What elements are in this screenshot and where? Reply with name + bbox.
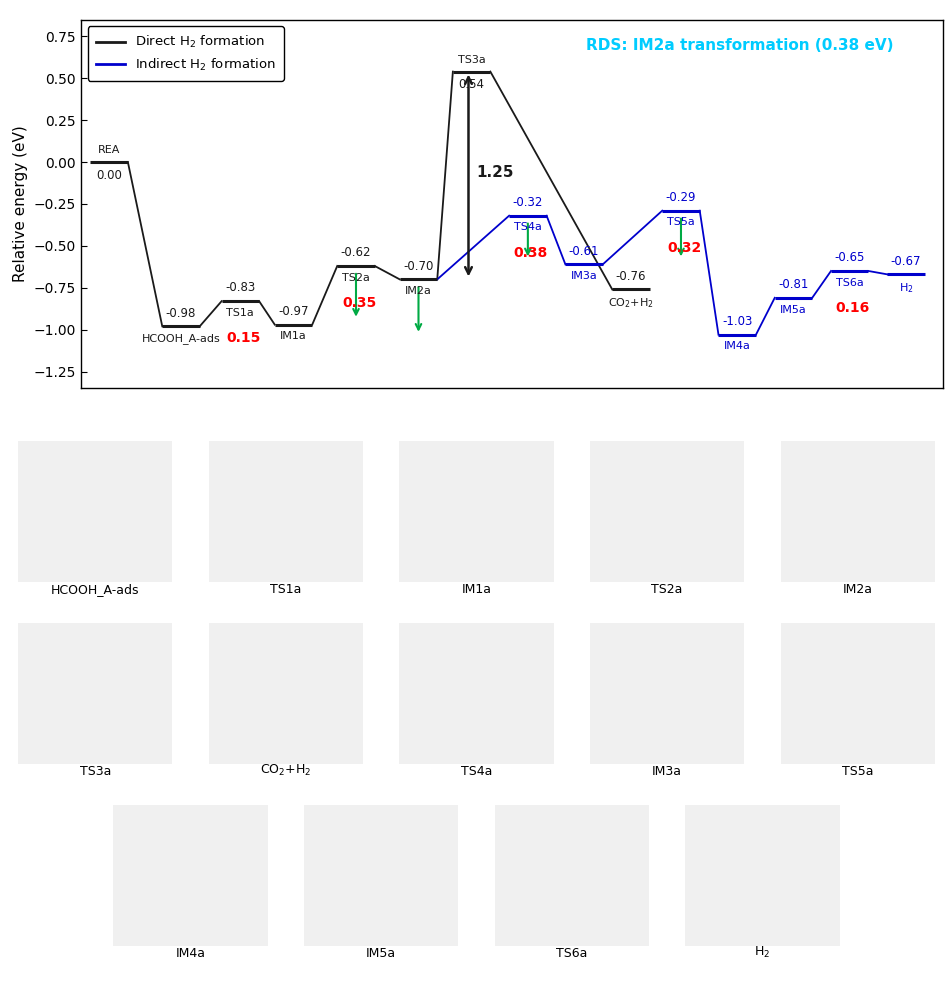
Text: TS4a: TS4a <box>513 222 542 232</box>
FancyBboxPatch shape <box>589 623 744 765</box>
Text: -0.61: -0.61 <box>568 245 599 258</box>
Text: -0.32: -0.32 <box>512 196 543 209</box>
Text: CO$_2$+H$_2$: CO$_2$+H$_2$ <box>260 763 311 779</box>
Text: TS1a: TS1a <box>270 583 301 596</box>
Text: IM4a: IM4a <box>175 947 206 959</box>
FancyBboxPatch shape <box>18 441 172 582</box>
Text: 1.25: 1.25 <box>475 164 513 180</box>
Text: -0.65: -0.65 <box>834 252 864 264</box>
Text: -0.83: -0.83 <box>225 281 255 295</box>
FancyBboxPatch shape <box>399 441 553 582</box>
Text: H$_2$: H$_2$ <box>754 945 769 959</box>
Text: 0.00: 0.00 <box>96 169 122 182</box>
Text: TS3a: TS3a <box>80 765 110 779</box>
Text: IM5a: IM5a <box>366 947 396 959</box>
Text: 0.35: 0.35 <box>342 296 376 310</box>
Text: TS6a: TS6a <box>556 947 586 959</box>
Text: -0.62: -0.62 <box>341 247 371 260</box>
Text: HCOOH_A-ads: HCOOH_A-ads <box>142 333 220 344</box>
Text: 0.32: 0.32 <box>666 241 701 255</box>
Text: 0.15: 0.15 <box>226 331 261 345</box>
FancyBboxPatch shape <box>208 623 363 765</box>
Text: CO$_2$+H$_2$: CO$_2$+H$_2$ <box>607 296 653 310</box>
Text: TS2a: TS2a <box>342 272 369 283</box>
Text: IM1a: IM1a <box>280 331 307 341</box>
FancyBboxPatch shape <box>304 805 458 946</box>
Text: IM1a: IM1a <box>461 583 491 596</box>
Legend: Direct H$_2$ formation, Indirect H$_2$ formation: Direct H$_2$ formation, Indirect H$_2$ f… <box>88 27 284 81</box>
Text: -0.97: -0.97 <box>278 305 308 318</box>
Text: IM2a: IM2a <box>405 286 431 296</box>
Text: IM4a: IM4a <box>723 341 750 351</box>
Text: HCOOH_A-ads: HCOOH_A-ads <box>51 583 139 596</box>
Text: -1.03: -1.03 <box>722 315 752 328</box>
Text: TS2a: TS2a <box>651 583 682 596</box>
Text: TS6a: TS6a <box>835 277 863 288</box>
FancyBboxPatch shape <box>494 805 648 946</box>
FancyBboxPatch shape <box>208 441 363 582</box>
Text: REA: REA <box>98 145 120 155</box>
Text: 0.54: 0.54 <box>458 79 485 91</box>
Text: IM5a: IM5a <box>780 305 806 315</box>
Text: -0.29: -0.29 <box>665 191 696 203</box>
Text: 0.16: 0.16 <box>835 301 869 316</box>
FancyBboxPatch shape <box>18 623 172 765</box>
Text: H$_2$: H$_2$ <box>898 281 912 295</box>
Text: IM3a: IM3a <box>651 765 682 779</box>
Text: -0.76: -0.76 <box>615 269 645 283</box>
Text: TS4a: TS4a <box>461 765 491 779</box>
Text: TS3a: TS3a <box>457 55 485 65</box>
Y-axis label: Relative energy (eV): Relative energy (eV) <box>13 126 29 282</box>
Text: TS5a: TS5a <box>841 765 873 779</box>
Text: IM3a: IM3a <box>570 271 597 281</box>
Text: IM2a: IM2a <box>842 583 872 596</box>
FancyBboxPatch shape <box>780 623 934 765</box>
FancyBboxPatch shape <box>113 805 268 946</box>
Text: -0.67: -0.67 <box>890 255 921 267</box>
FancyBboxPatch shape <box>589 441 744 582</box>
Text: -0.98: -0.98 <box>166 307 196 319</box>
Text: -0.70: -0.70 <box>403 260 433 272</box>
Text: 0.38: 0.38 <box>513 246 547 260</box>
FancyBboxPatch shape <box>780 441 934 582</box>
Text: TS1a: TS1a <box>227 308 254 318</box>
Text: -0.81: -0.81 <box>778 278 808 291</box>
FancyBboxPatch shape <box>399 623 553 765</box>
Text: RDS: IM2a transformation (0.38 eV): RDS: IM2a transformation (0.38 eV) <box>585 38 892 53</box>
Text: TS5a: TS5a <box>666 217 694 227</box>
FancyBboxPatch shape <box>684 805 839 946</box>
